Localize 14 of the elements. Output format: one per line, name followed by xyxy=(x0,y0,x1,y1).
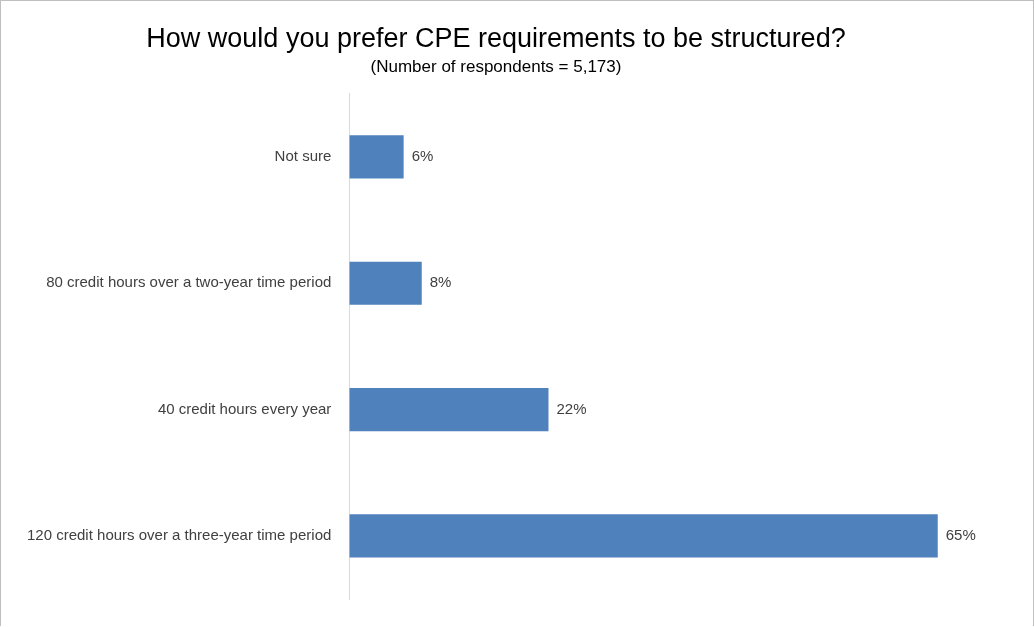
data-label: 22% xyxy=(556,399,587,417)
bar xyxy=(349,387,549,432)
bar xyxy=(349,261,422,305)
y-tick-label: 120 credit hours over a three-year time period xyxy=(26,525,332,543)
y-tick-label: Not sure xyxy=(274,147,332,165)
data-label: 8% xyxy=(429,273,452,291)
y-tick-label: 40 credit hours every year xyxy=(157,399,332,417)
data-label: 6% xyxy=(411,147,434,165)
chart-subtitle: (Number of respondents = 5,173) xyxy=(370,57,622,77)
bar xyxy=(349,135,404,179)
bar xyxy=(349,514,938,558)
chart-title: How would you prefer CPE requirements to be structured? xyxy=(146,22,846,53)
data-label: 65% xyxy=(945,525,976,543)
y-tick-label: 80 credit hours over a two-year time period xyxy=(46,273,332,291)
